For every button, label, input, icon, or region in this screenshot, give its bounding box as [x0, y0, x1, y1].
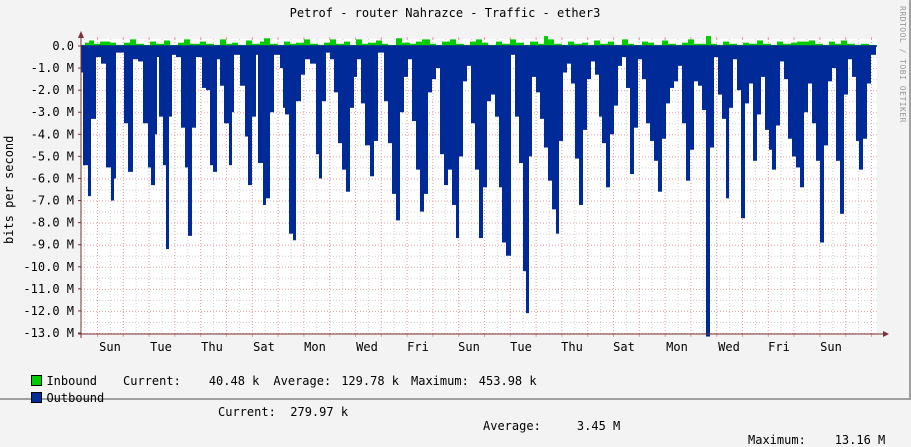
svg-text:-3.0 M: -3.0 M — [31, 105, 74, 119]
outbound-maximum: Maximum: 13.16 M — [748, 433, 885, 447]
svg-text:Sat: Sat — [253, 340, 275, 354]
outbound-label: Outbound — [46, 391, 105, 405]
inbound-swatch-icon — [31, 375, 43, 386]
svg-text:Tue: Tue — [510, 340, 532, 354]
legend-outbound: Outbound Current: 279.97 k Average: 3.45… — [17, 377, 897, 447]
outbound-current-label: Current: — [218, 405, 276, 419]
traffic-chart: 0.0 -1.0 M -2.0 M -3.0 M -4.0 M -5.0 M -6.0 M -… — [23, 31, 889, 354]
outbound-maximum-label: Maximum: — [748, 433, 806, 447]
y-axis-arrow-icon — [78, 31, 84, 38]
svg-text:Fri: Fri — [768, 340, 790, 354]
svg-text:-1.0 M: -1.0 M — [31, 61, 74, 75]
inbound-maximum-value: 453.98 k — [478, 374, 537, 388]
outbound-area — [81, 45, 877, 337]
rrdtool-watermark: RRDTOOL / TOBI OETIKER — [898, 6, 907, 123]
x-axis-ticks: Sun Tue Thu Sat Mon Wed Fri Sun Tue Thu Sat Mon Wed F… — [99, 340, 842, 354]
svg-text:Sun: Sun — [458, 340, 480, 354]
inbound-current-label: Current: — [123, 374, 181, 388]
outbound-maximum-value: 13.16 M — [834, 433, 886, 447]
outbound-current-value: 279.97 k — [290, 405, 349, 419]
svg-text:Mon: Mon — [304, 340, 326, 354]
svg-text:-6.0 M: -6.0 M — [31, 171, 74, 185]
svg-text:-12.0 M: -12.0 M — [23, 304, 74, 318]
svg-text:0.0: 0.0 — [52, 39, 74, 53]
svg-text:-4.0 M: -4.0 M — [31, 127, 74, 141]
svg-text:Thu: Thu — [561, 340, 583, 354]
x-axis-arrow-icon — [883, 331, 889, 337]
svg-text:Fri: Fri — [407, 340, 429, 354]
chart-title: Petrof - router Nahrazce - Traffic - eth… — [289, 6, 601, 20]
y-axis-ticks: 0.0 -1.0 M -2.0 M -3.0 M -4.0 M -5.0 M -6.0 M -… — [23, 39, 81, 340]
svg-text:-7.0 M: -7.0 M — [31, 194, 74, 208]
svg-text:Tue: Tue — [150, 340, 172, 354]
inbound-current-value: 40.48 k — [208, 374, 260, 388]
outbound-average-label: Average: — [483, 419, 541, 433]
svg-text:-10.0 M: -10.0 M — [23, 260, 74, 274]
inbound-label: Inbound — [46, 374, 98, 388]
svg-text:Sat: Sat — [613, 340, 635, 354]
outbound-swatch-icon — [31, 392, 43, 403]
svg-text:-5.0 M: -5.0 M — [31, 149, 74, 163]
svg-text:-2.0 M: -2.0 M — [31, 83, 74, 97]
inbound-average-label: Average: — [273, 374, 332, 388]
inbound-area — [81, 36, 876, 46]
svg-text:Wed: Wed — [356, 340, 378, 354]
svg-text:-8.0 M: -8.0 M — [31, 216, 74, 230]
svg-text:Thu: Thu — [201, 340, 223, 354]
inbound-maximum-label: Maximum: — [411, 374, 469, 388]
graph-frame — [0, 0, 911, 400]
outbound-average-value: 3.45 M — [576, 419, 621, 433]
svg-text:Sun: Sun — [820, 340, 842, 354]
svg-text:Wed: Wed — [718, 340, 740, 354]
svg-text:-11.0 M: -11.0 M — [23, 282, 74, 296]
inbound-average-value: 129.78 k — [341, 374, 399, 388]
svg-text:-13.0 M: -13.0 M — [23, 326, 74, 340]
svg-text:-9.0 M: -9.0 M — [31, 238, 74, 252]
svg-text:Mon: Mon — [666, 340, 688, 354]
outbound-average: Average: 3.45 M — [483, 419, 620, 433]
svg-text:Sun: Sun — [99, 340, 121, 354]
outbound-current: Current: 279.97 k — [218, 405, 348, 419]
legend-inbound: Inbound Current: 40.48 k Average: 129.78 k Ma… — [17, 360, 537, 388]
